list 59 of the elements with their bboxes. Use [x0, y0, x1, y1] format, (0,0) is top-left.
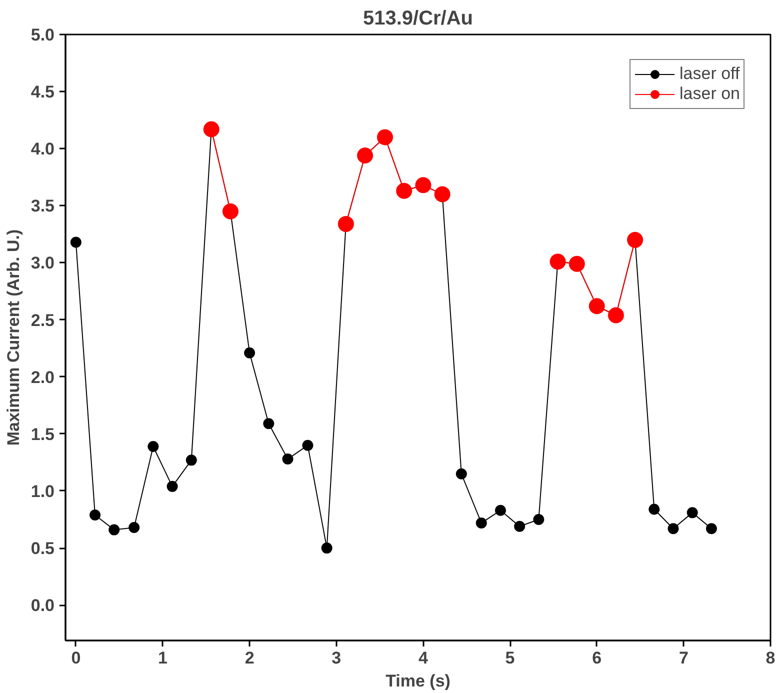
- x-tick-label: 6: [592, 648, 602, 668]
- x-tick-label: 5: [505, 648, 515, 668]
- point: [186, 454, 197, 466]
- point: [627, 232, 644, 248]
- y-tick-label: 3.5: [30, 196, 55, 216]
- y-tick-label: 1.0: [30, 482, 55, 501]
- y-tick-label: 4.5: [30, 82, 55, 102]
- point: [668, 523, 679, 534]
- point: [568, 256, 585, 272]
- point: [90, 509, 101, 520]
- point: [396, 182, 412, 199]
- point: [648, 504, 660, 515]
- y-tick-label: 2.0: [30, 368, 55, 387]
- point: [706, 523, 717, 534]
- point: [302, 440, 314, 451]
- y-tick-label: 3.0: [30, 254, 55, 273]
- y-tick-label: 4.0: [30, 140, 55, 159]
- legend-label: laser off: [680, 64, 740, 84]
- point: [70, 236, 82, 248]
- y-tick-label: 0.5: [30, 539, 55, 558]
- x-tick-label: 8: [766, 648, 776, 668]
- x-tick-label: 7: [678, 648, 688, 668]
- x-tick-label: 3: [332, 648, 342, 668]
- point: [222, 203, 238, 220]
- x-tick-label: 1: [158, 648, 168, 668]
- point: [415, 177, 432, 194]
- y-tick-label: 2.5: [30, 310, 55, 330]
- x-tick-label: 2: [244, 648, 254, 668]
- x-tick-label: 0: [71, 648, 81, 668]
- point: [494, 504, 506, 516]
- point: [244, 347, 256, 358]
- point: [456, 468, 467, 480]
- legend-label: laser on: [680, 84, 740, 104]
- point: [108, 524, 120, 536]
- x-tick-label: 4: [418, 648, 428, 668]
- point: [377, 129, 394, 146]
- point: [476, 517, 487, 528]
- y-tick-label: 0.0: [30, 596, 55, 616]
- point: [263, 418, 274, 430]
- point: [128, 522, 140, 534]
- point: [321, 542, 332, 554]
- point: [588, 298, 605, 314]
- point: [357, 147, 374, 164]
- point: [550, 254, 566, 270]
- chart-title: 513.9/Cr/Au: [362, 8, 474, 30]
- x-axis-title: Time (s): [386, 672, 450, 690]
- point: [686, 507, 698, 518]
- point: [608, 307, 624, 324]
- point: [434, 186, 450, 202]
- y-axis-title: Maximum Current (Arb. U.): [4, 229, 23, 446]
- point: [148, 441, 159, 452]
- point: [203, 121, 220, 138]
- y-tick-label: 1.5: [30, 424, 55, 444]
- point: [282, 454, 294, 465]
- point: [166, 480, 178, 492]
- point: [533, 514, 544, 526]
- point: [514, 520, 526, 532]
- y-tick-label: 5.0: [30, 26, 55, 44]
- point: [338, 216, 354, 232]
